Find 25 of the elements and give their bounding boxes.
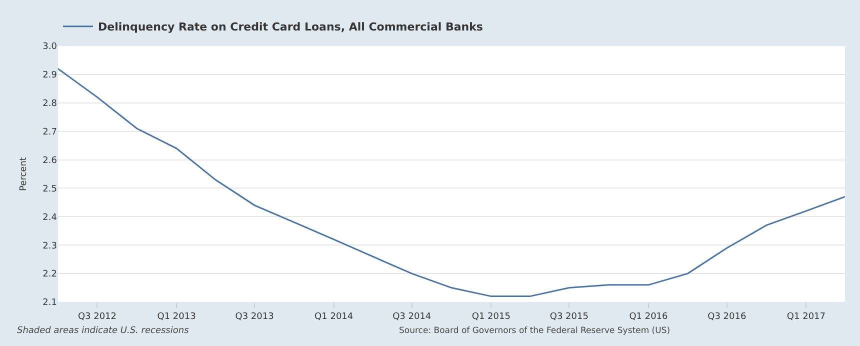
y-tick-label: 2.2	[42, 270, 57, 280]
line-series	[58, 68, 845, 298]
x-tick-label: Q1 2017	[786, 312, 826, 322]
x-tick-label: Q1 2014	[314, 312, 354, 322]
y-tick-label: 2.4	[42, 212, 58, 223]
y-tick-label: 2.3	[42, 241, 57, 252]
y-tick-label: 2.1	[42, 298, 57, 308]
y-tick-label: 2.5	[42, 184, 57, 194]
text: Shaded areas indicate U.S. recessions	[17, 326, 190, 336]
x-tick-label: Q3 2014	[392, 312, 432, 322]
y-tick-label: 2.7	[42, 127, 57, 138]
x-tick-label: Q3 2015	[550, 312, 588, 322]
legend-label: Delinquency Rate on Credit Card Loans, All Commercial Banks	[98, 20, 484, 34]
source-note: Source: Board of Governors of the Federal Reserve System (US)	[399, 326, 670, 336]
x-tick-label: Q3 2012	[78, 312, 117, 322]
y-tick-label: 3.0	[42, 42, 58, 52]
x-tick-label: Q1 2016	[629, 312, 668, 322]
y-tick-label: 2.6	[42, 156, 58, 166]
y-axis-title: Percent	[19, 156, 30, 191]
x-tick-label: Q1 2015	[472, 312, 510, 322]
x-tick-label: Q3 2016	[708, 312, 746, 322]
x-tick-label: Q3 2013	[235, 312, 274, 322]
y-tick-label: 2.9	[42, 70, 58, 81]
y-tick-label: 2.8	[42, 99, 58, 110]
x-tick-label: Q1 2013	[157, 312, 196, 322]
